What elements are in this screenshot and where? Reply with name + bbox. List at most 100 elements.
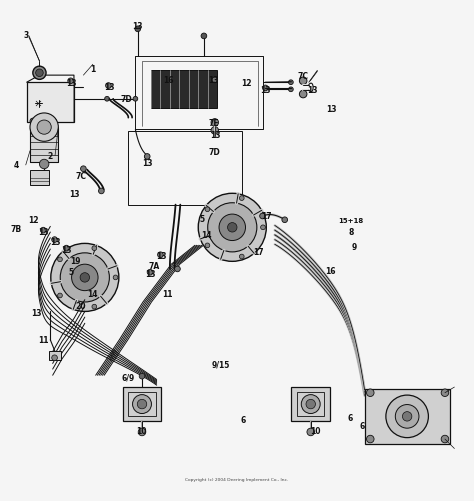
Circle shape <box>51 244 119 312</box>
Circle shape <box>386 395 428 438</box>
Text: 13: 13 <box>38 227 48 236</box>
Circle shape <box>51 119 56 125</box>
Circle shape <box>68 79 73 85</box>
Text: 15+18: 15+18 <box>338 218 363 224</box>
Circle shape <box>174 267 180 272</box>
Circle shape <box>402 412 412 421</box>
Circle shape <box>113 276 118 280</box>
Circle shape <box>263 86 268 92</box>
Circle shape <box>36 70 43 77</box>
Text: 13: 13 <box>142 159 153 168</box>
Text: 13: 13 <box>156 252 167 261</box>
Circle shape <box>40 175 48 182</box>
Circle shape <box>260 214 265 219</box>
Text: 13: 13 <box>133 22 143 31</box>
Text: 13: 13 <box>326 105 337 114</box>
Circle shape <box>282 217 288 223</box>
Text: 14: 14 <box>201 231 211 240</box>
Circle shape <box>300 78 307 85</box>
Circle shape <box>228 223 237 232</box>
Circle shape <box>40 228 46 233</box>
Circle shape <box>261 225 265 230</box>
Circle shape <box>289 88 293 93</box>
Circle shape <box>30 119 36 125</box>
Circle shape <box>133 97 138 102</box>
Circle shape <box>106 84 111 89</box>
Circle shape <box>205 243 210 248</box>
Text: 9/15: 9/15 <box>211 360 229 369</box>
Bar <box>123 387 161 421</box>
Circle shape <box>137 400 147 409</box>
Circle shape <box>133 395 152 414</box>
Text: 12: 12 <box>241 79 252 88</box>
Text: 6/9: 6/9 <box>122 372 135 381</box>
Text: 11: 11 <box>162 290 173 299</box>
Circle shape <box>366 389 374 397</box>
Circle shape <box>307 428 315 436</box>
Circle shape <box>239 255 244 260</box>
Circle shape <box>39 160 49 169</box>
Text: 6: 6 <box>348 413 353 422</box>
Circle shape <box>92 305 97 310</box>
Circle shape <box>138 428 146 436</box>
Text: 13: 13 <box>62 246 72 255</box>
Text: 7C: 7C <box>75 171 87 180</box>
Circle shape <box>289 81 293 85</box>
Text: 11: 11 <box>38 336 48 345</box>
Circle shape <box>72 265 98 291</box>
Text: 13: 13 <box>260 86 271 95</box>
Text: 17: 17 <box>261 211 272 220</box>
Circle shape <box>52 237 57 243</box>
Text: 12: 12 <box>28 215 39 224</box>
Circle shape <box>219 214 246 241</box>
Circle shape <box>208 203 257 253</box>
Circle shape <box>40 119 46 125</box>
Text: 5: 5 <box>68 267 73 276</box>
Text: Copyright (c) 2004 Deering Implement Co., Inc.: Copyright (c) 2004 Deering Implement Co.… <box>185 476 289 480</box>
Text: 6: 6 <box>240 415 246 424</box>
Circle shape <box>80 273 90 283</box>
Circle shape <box>58 294 62 298</box>
Text: 1: 1 <box>90 65 95 74</box>
Bar <box>151 71 217 109</box>
Text: 3: 3 <box>23 32 28 41</box>
Circle shape <box>157 253 163 258</box>
Circle shape <box>92 246 97 251</box>
Text: 13: 13 <box>307 86 318 95</box>
Circle shape <box>60 254 109 303</box>
Text: 16: 16 <box>325 267 336 276</box>
Circle shape <box>301 395 320 414</box>
Bar <box>297 392 324 416</box>
Circle shape <box>37 121 51 135</box>
Text: 5: 5 <box>200 214 205 223</box>
Text: 13: 13 <box>50 237 60 246</box>
Circle shape <box>81 166 86 172</box>
Circle shape <box>201 34 207 40</box>
Circle shape <box>306 400 316 409</box>
Text: 14: 14 <box>88 290 98 299</box>
Bar <box>30 129 58 163</box>
Circle shape <box>145 154 150 160</box>
Circle shape <box>145 155 150 160</box>
Text: 20: 20 <box>76 302 86 311</box>
Text: 7A: 7A <box>149 262 160 271</box>
Circle shape <box>198 194 266 262</box>
Circle shape <box>64 246 69 252</box>
Bar <box>30 170 49 185</box>
Circle shape <box>30 114 58 142</box>
Text: 7D: 7D <box>120 95 132 104</box>
Text: 13: 13 <box>69 189 79 198</box>
Circle shape <box>147 270 153 276</box>
Bar <box>292 387 330 421</box>
Circle shape <box>105 97 109 102</box>
Text: 7C: 7C <box>298 72 309 81</box>
Text: 9: 9 <box>352 242 357 251</box>
Circle shape <box>211 119 219 127</box>
Circle shape <box>205 207 210 212</box>
Text: 13: 13 <box>66 79 77 88</box>
Circle shape <box>366 435 374 443</box>
Text: 8: 8 <box>349 227 354 236</box>
Circle shape <box>212 78 218 84</box>
Circle shape <box>139 374 145 379</box>
Circle shape <box>441 435 449 443</box>
